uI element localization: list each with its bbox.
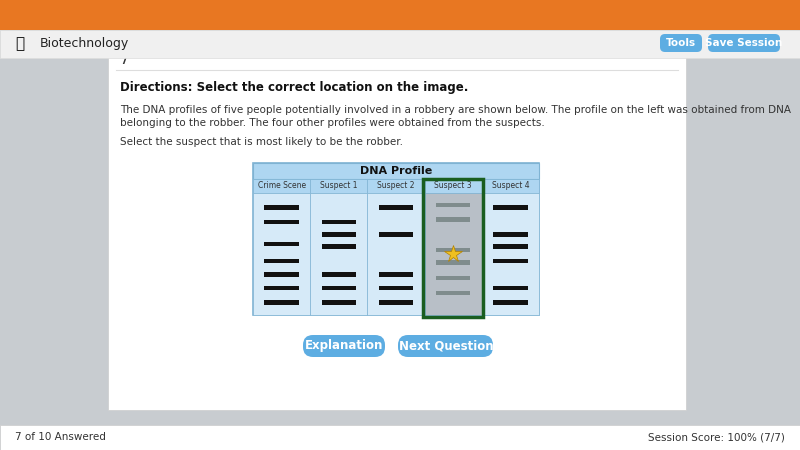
Bar <box>265 259 298 263</box>
Bar <box>0 425 800 450</box>
Bar <box>436 276 470 280</box>
Bar <box>265 272 298 277</box>
FancyBboxPatch shape <box>303 335 385 357</box>
Bar <box>265 242 298 246</box>
Bar <box>322 232 356 237</box>
Bar <box>379 300 413 305</box>
FancyBboxPatch shape <box>708 34 780 52</box>
Text: Directions: Select the correct location on the image.: Directions: Select the correct location … <box>120 81 468 94</box>
Text: 7: 7 <box>120 53 130 68</box>
Bar <box>436 260 470 265</box>
Text: Suspect 4: Suspect 4 <box>491 181 530 190</box>
Bar <box>253 163 539 179</box>
Bar <box>379 205 413 210</box>
Bar <box>322 300 356 305</box>
Bar <box>379 286 413 290</box>
Bar <box>322 220 356 225</box>
Bar <box>253 179 310 193</box>
Bar <box>436 203 470 207</box>
Bar <box>108 42 686 410</box>
Bar <box>253 163 539 315</box>
Bar <box>310 179 367 193</box>
Bar <box>494 205 527 210</box>
Bar <box>253 193 310 315</box>
Text: Session Score: 100% (7/7): Session Score: 100% (7/7) <box>648 432 785 442</box>
Bar <box>310 193 367 315</box>
Bar <box>425 179 482 193</box>
Bar <box>0 30 800 58</box>
FancyBboxPatch shape <box>398 335 493 357</box>
Text: belonging to the robber. The four other profiles were obtained from the suspects: belonging to the robber. The four other … <box>120 118 545 128</box>
Bar <box>379 232 413 237</box>
Text: Tools: Tools <box>666 38 696 48</box>
Bar <box>494 300 527 305</box>
Text: 7 of 10 Answered: 7 of 10 Answered <box>15 432 106 442</box>
Bar <box>0 0 800 30</box>
Bar <box>494 232 527 237</box>
Text: Suspect 2: Suspect 2 <box>378 181 414 190</box>
Bar <box>494 259 527 263</box>
Bar <box>379 272 413 277</box>
Bar <box>265 220 298 225</box>
Bar <box>265 300 298 305</box>
Text: Biotechnology: Biotechnology <box>40 37 130 50</box>
Text: 🌴: 🌴 <box>15 36 25 51</box>
Text: DNA Profile: DNA Profile <box>360 166 432 176</box>
Bar <box>367 179 425 193</box>
Bar <box>367 193 425 315</box>
Bar <box>482 179 539 193</box>
Bar <box>265 205 298 210</box>
Text: Save Session: Save Session <box>706 38 782 48</box>
Text: Crime Scene: Crime Scene <box>258 181 306 190</box>
Bar <box>423 179 483 316</box>
Bar <box>265 286 298 290</box>
Bar <box>425 193 482 315</box>
Bar <box>436 291 470 295</box>
Bar <box>322 286 356 290</box>
Bar <box>436 217 470 222</box>
Text: Suspect 1: Suspect 1 <box>320 181 358 190</box>
Bar <box>494 286 527 290</box>
Text: The DNA profiles of five people potentially involved in a robbery are shown belo: The DNA profiles of five people potentia… <box>120 105 791 115</box>
Text: Suspect 3: Suspect 3 <box>434 181 472 190</box>
Text: Next Question: Next Question <box>398 339 494 352</box>
Text: Explanation: Explanation <box>305 339 383 352</box>
Bar <box>322 244 356 249</box>
Bar <box>494 244 527 249</box>
FancyBboxPatch shape <box>660 34 702 52</box>
Bar <box>436 248 470 252</box>
Bar <box>322 272 356 277</box>
Bar <box>482 193 539 315</box>
Text: Select the suspect that is most likely to be the robber.: Select the suspect that is most likely t… <box>120 137 403 147</box>
